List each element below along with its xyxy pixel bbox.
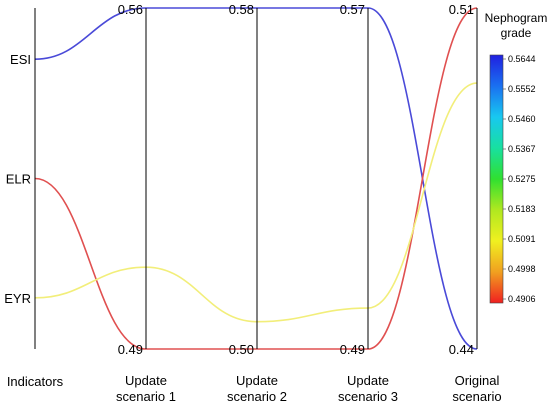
series-line-elr [34,7,478,350]
axis-bottom-value-2: 0.50 [229,342,254,357]
axis-label-2: Update scenario 2 [227,373,287,404]
axis-top-value-1: 0.56 [118,2,143,17]
axis-top-value-4: 0.51 [449,2,474,17]
colorbar-tick-label: 0.5367 [508,144,536,154]
axis-label-4: Original scenario [452,373,501,404]
colorbar-tick-label: 0.4906 [508,294,536,304]
colorbar [489,54,504,304]
series-line-esi [34,7,478,350]
indicator-label-elr: ELR [6,172,31,187]
indicator-label-eyr: EYR [4,291,31,306]
axis-bottom-value-3: 0.49 [340,342,365,357]
axis-label-3: Update scenario 3 [338,373,398,404]
colorbar-tick-label: 0.4998 [508,264,536,274]
axis-top-value-3: 0.57 [340,2,365,17]
colorbar-tick-label: 0.5091 [508,234,536,244]
colorbar-tick-label: 0.5183 [508,204,536,214]
indicator-label-esi: ESI [10,52,31,67]
colorbar-tick-label: 0.5552 [508,84,536,94]
colorbar-tick-label: 0.5460 [508,114,536,124]
axis-top-value-2: 0.58 [229,2,254,17]
axis-bottom-value-1: 0.49 [118,342,143,357]
axis-label-0: Indicators [7,374,64,389]
series-line-eyr [34,82,478,323]
colorbar-tick-label: 0.5644 [508,54,536,64]
colorbar-title: Nephogram grade [485,11,548,40]
colorbar-tick-label: 0.5275 [508,174,536,184]
axis-label-1: Update scenario 1 [116,373,176,404]
axis-bottom-value-4: 0.44 [449,342,474,357]
